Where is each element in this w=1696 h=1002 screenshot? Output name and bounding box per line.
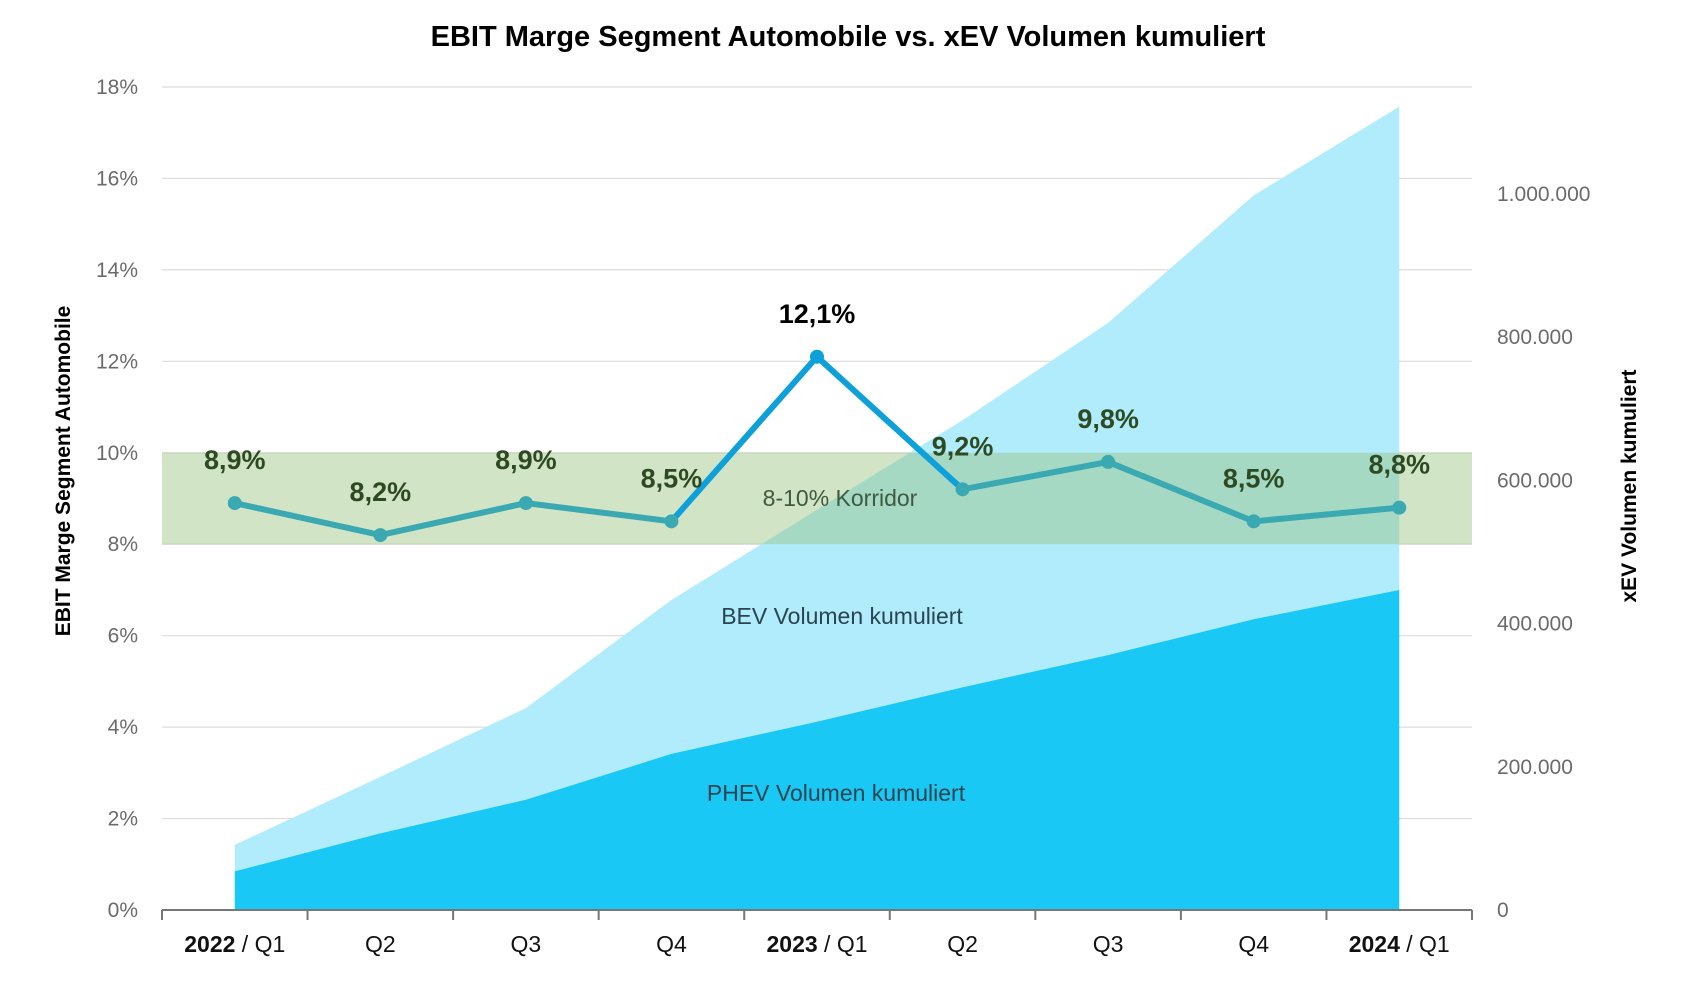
left-tick-label: 14% (96, 259, 138, 282)
ebit-data-label: 9,2% (932, 431, 994, 461)
x-tick-label: Q3 (1093, 931, 1124, 957)
ebit-point (955, 482, 970, 497)
phev-area (234, 589, 1400, 910)
x-quarter: / Q1 (1400, 931, 1450, 957)
left-tick-label: 10% (96, 442, 138, 465)
right-tick-label: 1.000.000 (1497, 183, 1590, 206)
bev-area-label: BEV Volumen kumuliert (721, 603, 963, 629)
ebit-line-segment (1250, 504, 1403, 525)
left-axis-title: EBIT Marge Segment Automobile (52, 306, 75, 637)
x-tick-label: Q4 (1238, 931, 1269, 957)
left-tick-label: 0% (108, 899, 138, 922)
x-year: 2022 (184, 931, 235, 957)
corridor-label: 8-10% Korridor (763, 485, 918, 511)
x-tick-label: 2023 / Q1 (766, 931, 867, 957)
x-tick-label: Q3 (511, 931, 542, 957)
right-tick-label: 800.000 (1497, 326, 1573, 349)
ebit-point (518, 496, 533, 511)
ebit-data-label: 8,5% (641, 463, 703, 493)
x-tick-label: Q2 (365, 931, 396, 957)
ebit-data-label: 8,8% (1368, 450, 1430, 480)
x-quarter: / Q1 (235, 931, 285, 957)
ebit-line-segment (959, 458, 1112, 493)
ebit-data-label: 8,9% (204, 445, 266, 475)
axes: 0% 2% 4% 6% 8% 10% 12% 14% 16% 18% 0 200.000 400.000… (96, 76, 1590, 957)
ebit-data-label: 8,2% (350, 477, 412, 507)
left-tick-label: 6% (108, 625, 138, 648)
left-tick-label: 2% (108, 808, 138, 831)
ebit-data-label: 8,5% (1223, 463, 1285, 493)
left-tick-label: 12% (96, 350, 138, 373)
ebit-point (373, 528, 388, 543)
ebit-line (227, 349, 1407, 543)
ebit-line-segment (814, 353, 966, 493)
volume-areas: BEV Volumen kumuliert PHEV Volumen kumuli… (234, 106, 1400, 910)
x-tick-label: Q2 (947, 931, 978, 957)
ebit-point (1392, 500, 1407, 515)
x-quarter: / Q1 (818, 931, 868, 957)
x-tick-label: 2024 / Q1 (1349, 931, 1450, 957)
left-tick-label: 16% (96, 167, 138, 190)
right-tick-label: 400.000 (1497, 613, 1573, 636)
ebit-line-segment (522, 500, 675, 525)
ebit-point (664, 514, 679, 529)
ebit-point (810, 349, 824, 364)
chart-title: EBIT Marge Segment Automobile vs. xEV Vo… (431, 21, 1266, 53)
x-tick-label: Q4 (656, 931, 687, 957)
phev-area-label: PHEV Volumen kumuliert (707, 780, 966, 806)
x-tick-label: 2022 / Q1 (184, 931, 285, 957)
ebit-point (1246, 514, 1261, 529)
left-tick-label: 4% (108, 716, 138, 739)
data-labels: 8,9% 8,2% 8,9% 8,5% 12,1% 9,2% 9,8% 8,5% 8,8% (204, 299, 1430, 507)
x-year: 2024 (1349, 931, 1400, 957)
ebit-line-segment (377, 500, 529, 539)
left-tick-label: 18% (96, 76, 138, 99)
ebit-line-segment (668, 353, 820, 525)
right-tick-label: 200.000 (1497, 756, 1573, 779)
ebit-point (1101, 454, 1116, 469)
left-tick-label: 8% (108, 533, 138, 556)
ebit-point (227, 496, 242, 511)
ebit-data-label: 9,8% (1077, 404, 1139, 434)
right-tick-label: 600.000 (1497, 469, 1573, 492)
ebit-data-label: 12,1% (779, 299, 856, 329)
x-year: 2023 (766, 931, 817, 957)
ebit-line-segment (231, 500, 384, 539)
right-tick-label: 0 (1497, 899, 1509, 922)
right-axis-title: xEV Volumen kumuliert (1618, 369, 1641, 602)
ebit-data-label: 8,9% (495, 445, 557, 475)
ebit-line-segment (1105, 458, 1257, 525)
